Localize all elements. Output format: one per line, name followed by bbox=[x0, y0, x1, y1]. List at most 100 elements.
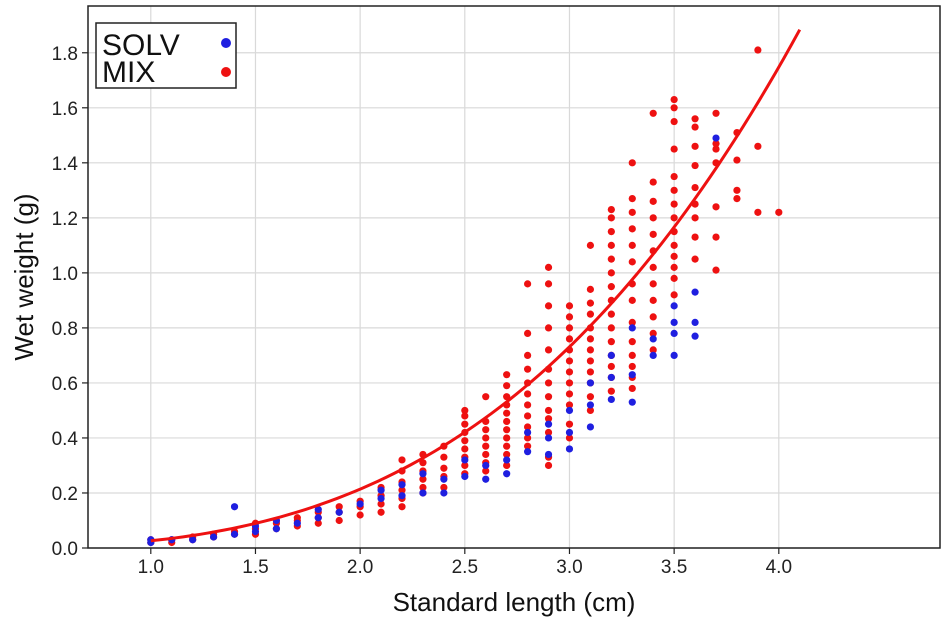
mix-point bbox=[524, 423, 532, 431]
mix-point bbox=[649, 329, 657, 338]
solv-point bbox=[251, 527, 260, 536]
y-tick-label: 0.4 bbox=[52, 429, 79, 450]
mix-point bbox=[670, 291, 678, 299]
solv-point bbox=[544, 420, 553, 428]
mix-point bbox=[565, 390, 574, 398]
mix-point bbox=[503, 382, 511, 390]
mix-point bbox=[503, 450, 511, 459]
mix-point bbox=[733, 156, 741, 164]
solv-point bbox=[628, 398, 636, 406]
mix-point bbox=[544, 406, 553, 415]
solv-point bbox=[628, 324, 636, 332]
mix-point bbox=[607, 214, 615, 222]
solv-point bbox=[189, 536, 197, 544]
solv-point bbox=[503, 470, 511, 478]
mix-point bbox=[670, 95, 678, 104]
mix-point bbox=[712, 145, 720, 153]
solv-point bbox=[398, 492, 406, 500]
mix-point bbox=[544, 379, 553, 387]
mix-point bbox=[482, 393, 490, 401]
mix-point bbox=[377, 500, 385, 508]
x-tick-label: 1.5 bbox=[242, 557, 268, 578]
mix-point bbox=[586, 241, 595, 249]
y-tick-label: 1.6 bbox=[52, 99, 78, 120]
mix-point bbox=[607, 310, 615, 318]
solv-point bbox=[586, 379, 595, 387]
mix-point bbox=[586, 310, 595, 318]
mix-point bbox=[586, 335, 595, 343]
x-tick-label: 1.0 bbox=[138, 557, 164, 578]
mix-point bbox=[524, 329, 532, 338]
mix-point bbox=[419, 483, 427, 492]
mix-point bbox=[733, 194, 741, 203]
mix-point bbox=[503, 393, 511, 401]
mix-point bbox=[607, 269, 615, 277]
y-tick-label: 0.6 bbox=[52, 374, 78, 395]
mix-point bbox=[649, 280, 657, 288]
mix-point bbox=[524, 280, 532, 288]
mix-point bbox=[524, 442, 532, 450]
mix-point bbox=[544, 302, 553, 310]
mix-point bbox=[565, 420, 574, 428]
solv-point bbox=[230, 530, 239, 538]
solv-point bbox=[503, 456, 511, 464]
mix-point bbox=[712, 266, 720, 274]
solv-point bbox=[419, 489, 427, 497]
mix-point bbox=[398, 456, 406, 464]
legend-box bbox=[95, 22, 237, 89]
mix-point bbox=[670, 263, 678, 271]
mix-point bbox=[565, 357, 574, 365]
mix-point bbox=[607, 283, 615, 291]
solv-point bbox=[482, 475, 490, 483]
mix-point bbox=[670, 172, 678, 181]
legend-marker-solv bbox=[221, 38, 231, 48]
solv-point bbox=[524, 448, 532, 456]
mix-point bbox=[586, 346, 595, 354]
mix-point bbox=[670, 200, 678, 208]
mix-point bbox=[544, 280, 553, 288]
mix-point bbox=[607, 205, 615, 214]
mix-point bbox=[544, 428, 553, 437]
solv-point bbox=[565, 406, 574, 415]
mix-point bbox=[628, 208, 636, 216]
solv-point bbox=[356, 500, 364, 508]
mix-point bbox=[461, 412, 469, 420]
mix-point bbox=[503, 461, 511, 470]
mix-point bbox=[419, 475, 427, 483]
mix-point bbox=[607, 338, 615, 346]
mix-point bbox=[565, 401, 574, 409]
solv-point bbox=[565, 428, 574, 437]
mix-point bbox=[419, 459, 427, 467]
plot-area bbox=[88, 6, 940, 548]
mix-point bbox=[524, 412, 532, 420]
solv-point bbox=[670, 329, 678, 338]
mix-point bbox=[544, 263, 553, 271]
mix-point bbox=[524, 390, 532, 398]
mix-point bbox=[628, 241, 636, 249]
mix-point bbox=[544, 461, 553, 470]
mix-point bbox=[503, 426, 511, 434]
solv-point bbox=[544, 434, 553, 442]
mix-point bbox=[607, 241, 615, 249]
mix-point bbox=[398, 503, 406, 511]
mix-point bbox=[565, 335, 574, 343]
mix-point bbox=[649, 313, 657, 321]
mix-point bbox=[440, 483, 448, 492]
mix-point bbox=[628, 159, 636, 167]
mix-point bbox=[503, 442, 511, 450]
mix-point bbox=[628, 318, 636, 326]
solv-point bbox=[607, 373, 615, 382]
y-tick-label: 1.2 bbox=[52, 209, 78, 230]
solv-point bbox=[335, 508, 343, 516]
mix-point bbox=[754, 142, 762, 150]
mix-point bbox=[691, 161, 699, 170]
solv-point bbox=[293, 519, 301, 527]
mix-point bbox=[733, 186, 741, 194]
mix-point bbox=[565, 302, 574, 310]
solv-point bbox=[398, 481, 406, 489]
solv-point bbox=[691, 332, 699, 340]
mix-point bbox=[565, 313, 574, 321]
mix-point bbox=[565, 368, 574, 376]
solv-point bbox=[586, 423, 595, 431]
x-tick-label: 3.5 bbox=[661, 557, 687, 578]
